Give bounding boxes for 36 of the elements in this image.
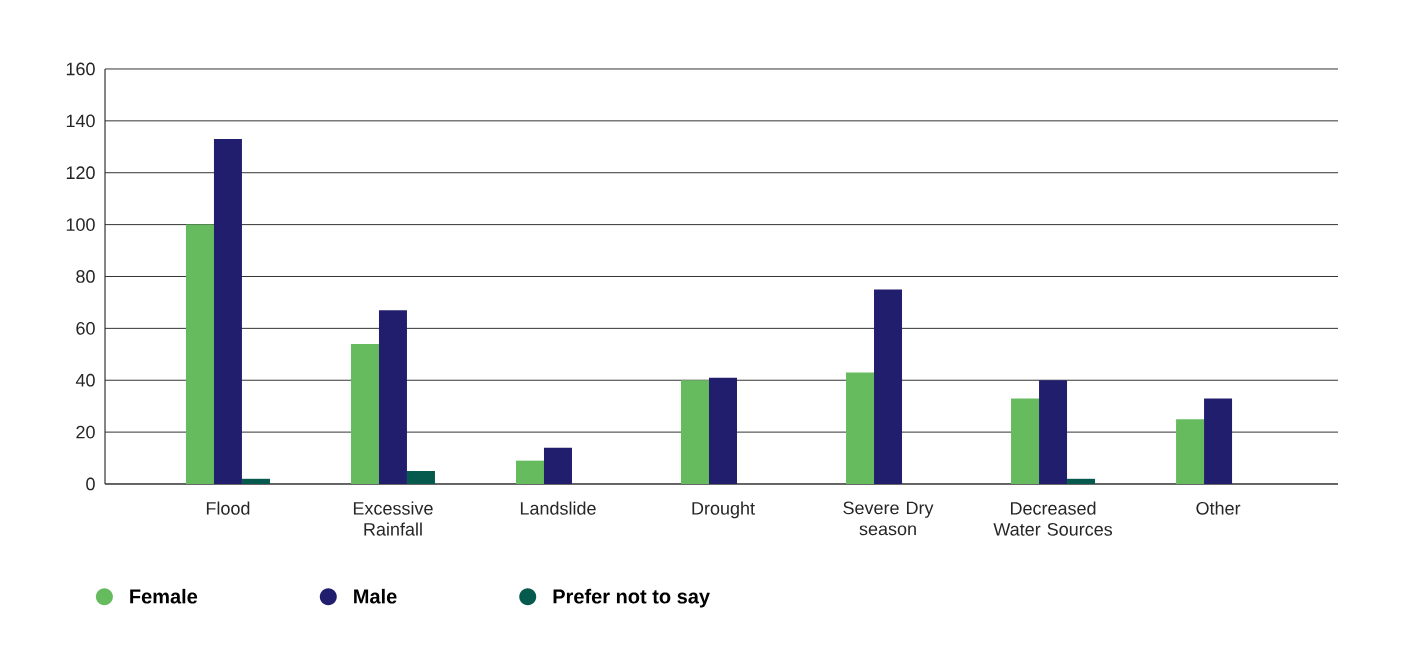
y-tick-label: 100: [66, 218, 95, 231]
x-tick-label: Excessive Rainfall: [353, 501, 433, 536]
bar: [1204, 398, 1233, 484]
y-tick-label: 40: [75, 373, 95, 387]
bar: [709, 377, 737, 484]
y-tick-label: 80: [76, 270, 95, 283]
y-tick-label: 120: [66, 166, 95, 180]
bar: [378, 310, 407, 484]
x-tick-label: Other: [1196, 501, 1241, 515]
legend-label: Male: [354, 588, 397, 604]
bar: [1011, 398, 1040, 484]
bar: [185, 224, 214, 484]
x-tick-label: Flood: [206, 501, 250, 515]
legend-label: Prefer not to say: [553, 588, 710, 608]
bar: [406, 471, 435, 484]
y-tick-label: 60: [76, 321, 95, 335]
bar: [213, 139, 242, 484]
x-tick-label: Severe Dry season: [843, 501, 934, 536]
bar: [241, 478, 270, 484]
x-tick-label: Decreased Water Sources: [993, 501, 1113, 536]
bar: [515, 460, 544, 484]
bar: [350, 343, 379, 484]
x-tick-label: Landslide: [520, 501, 596, 515]
y-tick-label: 20: [76, 425, 95, 439]
bar: [681, 380, 709, 484]
bar: [1176, 419, 1205, 484]
y-tick-label: 140: [66, 114, 95, 128]
bar: [874, 289, 903, 484]
bar: [1039, 380, 1068, 484]
bar: [1067, 478, 1096, 484]
legend-label: Female: [130, 588, 198, 604]
y-tick-label: 0: [86, 477, 95, 491]
x-tick-label: Drought: [692, 501, 755, 519]
bar: [543, 447, 572, 484]
bar: [846, 372, 875, 484]
y-tick-label: 160: [66, 62, 95, 76]
